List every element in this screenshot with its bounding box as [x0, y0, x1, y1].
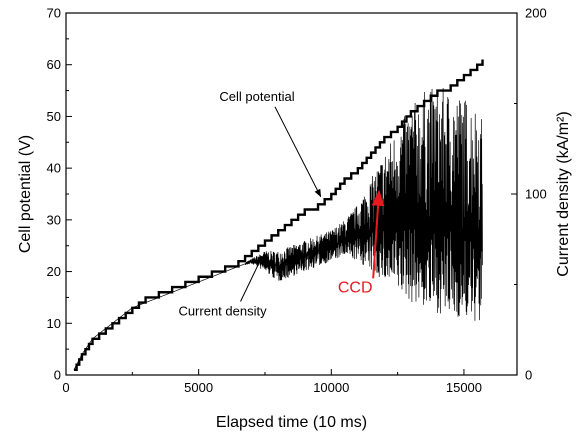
y-left-tick-label: 10 [47, 316, 61, 331]
current-density-series [73, 87, 483, 370]
annotation-ccd: CCD [338, 279, 373, 296]
y-axis-left-label: Cell potential (V) [17, 135, 34, 253]
annotation-arrow [274, 106, 322, 198]
y-right-tick-label: 0 [525, 368, 532, 383]
x-axis-label: Elapsed time (10 ms) [216, 414, 367, 431]
annotation-cell-potential: Cell potential [219, 89, 294, 104]
y-left-tick-label: 60 [47, 57, 61, 72]
y-left-tick-label: 0 [54, 368, 61, 383]
x-tick-label: 5000 [184, 380, 213, 395]
y-left-tick-label: 50 [47, 109, 61, 124]
y-left-tick-label: 70 [47, 6, 61, 21]
y-axis-right-label: Current density (kA/m²) [555, 111, 572, 276]
x-tick-label: 15000 [446, 380, 482, 395]
y-left-tick-label: 30 [47, 212, 61, 227]
y-left-tick-label: 20 [47, 264, 61, 279]
annotation-arrow [240, 255, 263, 302]
y-right-tick-label: 200 [525, 6, 547, 21]
y-left-tick-label: 40 [47, 161, 61, 176]
cell-potential-series [73, 59, 484, 372]
annotation-arrow [371, 189, 385, 279]
y-right-tick-label: 100 [525, 187, 547, 202]
x-tick-label: 0 [62, 380, 69, 395]
annotation-current-density: Current density [178, 304, 267, 319]
x-tick-label: 10000 [313, 380, 349, 395]
